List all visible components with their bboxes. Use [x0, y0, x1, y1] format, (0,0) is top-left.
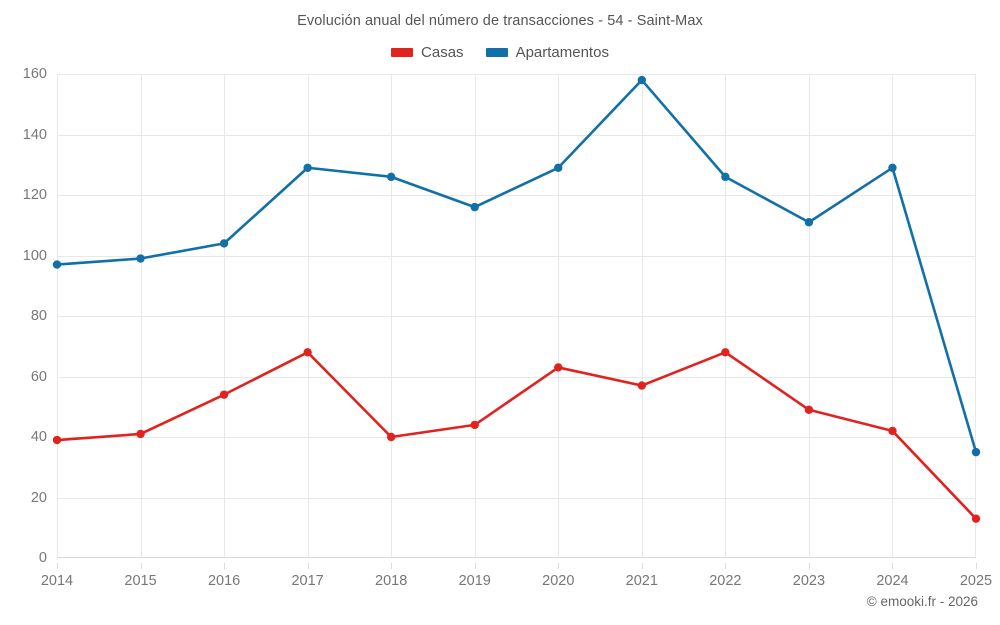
series-line [55, 78, 978, 454]
gridline-horizontal [57, 74, 976, 75]
legend-swatch-icon [391, 48, 414, 57]
x-axis-tickmark [307, 563, 309, 569]
data-point[interactable] [804, 218, 814, 227]
data-point[interactable] [637, 75, 647, 85]
y-axis-tick-label: 0 [38, 550, 47, 566]
y-axis-tick-label: 120 [22, 187, 47, 203]
y-axis-tick-label: 140 [22, 126, 47, 143]
y-axis-tick-label: 40 [30, 429, 47, 445]
x-axis-tickmark [558, 563, 560, 569]
series-apartamentos [52, 75, 981, 457]
x-axis-tick-label: 2017 [291, 573, 324, 589]
legend-item-apartamentos[interactable]: Apartamentos [485, 44, 609, 61]
series-layer [52, 75, 981, 523]
x-axis-tickmark [140, 563, 142, 569]
data-point[interactable] [637, 381, 647, 390]
x-axis-tickmark [976, 563, 977, 569]
data-point[interactable] [386, 432, 396, 442]
x-axis-tickmark [892, 563, 894, 569]
chart-legend: Casas Apartamentos [0, 44, 1000, 61]
data-point[interactable] [804, 405, 814, 414]
legend-item-casas[interactable]: Casas [391, 44, 464, 61]
data-point[interactable] [219, 239, 229, 248]
x-axis-tickmark [474, 563, 476, 569]
data-point[interactable] [721, 348, 730, 357]
legend-label: Casas [421, 44, 464, 61]
x-axis-tickmark [224, 563, 226, 569]
data-point[interactable] [136, 254, 145, 263]
series-casas [52, 348, 981, 523]
x-axis-tick-label: 2021 [625, 573, 658, 589]
x-axis-tickmark [641, 563, 643, 569]
data-point[interactable] [554, 363, 563, 372]
y-axis-tick-label: 80 [30, 308, 47, 324]
footer-copyright: © emooki.fr - 2026 [866, 594, 978, 609]
x-axis-tick-label: 2016 [207, 573, 241, 589]
x-axis-tickmark [57, 563, 58, 569]
chart-title: Evolución anual del número de transaccio… [297, 13, 703, 29]
data-point[interactable] [136, 429, 145, 439]
x-axis-tick-label: 2025 [959, 573, 993, 589]
gridline-horizontal [57, 497, 976, 499]
x-axis-tick-label: 2022 [709, 573, 742, 589]
x-axis-tick-label: 2023 [792, 573, 826, 589]
x-axis-tick-label: 2024 [876, 573, 909, 589]
x-axis-tickmark [725, 563, 727, 569]
y-axis-tick-label: 60 [30, 368, 47, 385]
data-point[interactable] [52, 260, 62, 269]
data-point[interactable] [721, 172, 730, 182]
plot-area [52, 74, 981, 558]
data-point[interactable] [888, 426, 897, 436]
data-point[interactable] [52, 435, 62, 445]
x-axis-tick-label: 2020 [542, 573, 575, 589]
x-axis-tickmark [391, 563, 393, 569]
series-line [55, 350, 978, 520]
x-axis-tick-label: 2015 [124, 573, 157, 589]
data-point[interactable] [303, 348, 312, 357]
x-axis-labels: 2014 2015 2016 2017 2018 2019 2020 2021 2022 2023… [41, 563, 992, 589]
legend-swatch-icon [485, 48, 508, 57]
legend-label: Apartamentos [515, 44, 609, 61]
x-axis-tickmark [808, 563, 810, 569]
gridline-horizontal [57, 195, 976, 196]
data-point[interactable] [971, 447, 981, 457]
data-point[interactable] [554, 163, 563, 172]
data-point[interactable] [470, 202, 479, 212]
y-axis-labels: 0 20 40 60 80 100 120 140 160 [0, 66, 47, 566]
gridline-horizontal [57, 437, 976, 438]
gridline-horizontal [57, 316, 976, 317]
x-axis-tick-label: 2019 [458, 573, 491, 589]
gridline-horizontal [57, 134, 976, 136]
gridline-horizontal [57, 255, 976, 257]
y-axis-tick-label: 20 [30, 489, 47, 506]
x-axis-tick-label: 2018 [375, 573, 408, 589]
y-axis-tick-label: 100 [22, 247, 47, 264]
data-point[interactable] [888, 163, 897, 172]
data-point[interactable] [386, 172, 396, 182]
gridline-horizontal [57, 376, 976, 378]
data-point[interactable] [303, 163, 312, 172]
x-axis-line [57, 557, 976, 558]
data-point[interactable] [219, 390, 229, 399]
data-point[interactable] [470, 420, 479, 430]
data-point[interactable] [971, 514, 981, 523]
x-axis-tick-label: 2014 [40, 573, 74, 589]
y-axis-tick-label: 160 [22, 66, 47, 82]
y-axis-line [57, 74, 58, 558]
